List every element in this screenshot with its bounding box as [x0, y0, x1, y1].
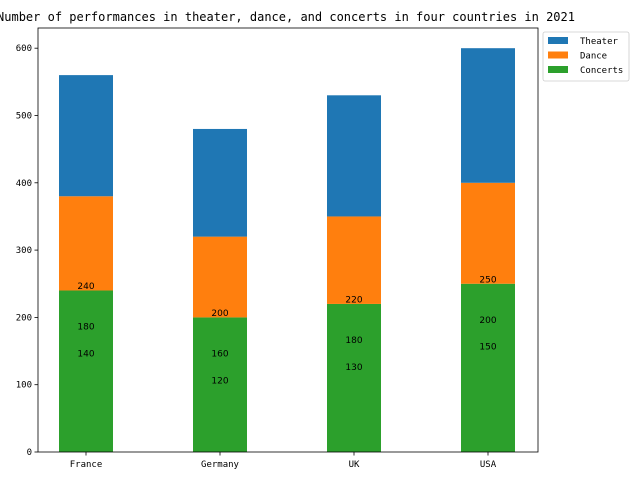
bar-concerts-uk	[327, 303, 381, 452]
bar-label-usa-2: 150	[479, 343, 496, 353]
bar-label-france-0: 240	[77, 282, 94, 292]
bar-label-uk-0: 220	[345, 296, 362, 306]
bar-labels-group: 240 180 140 200 160 120 220 180 130 250 200 150	[77, 275, 496, 386]
bar-concerts-france	[59, 290, 113, 452]
y-axis: 0 100 200 300 400 500 600	[16, 44, 38, 458]
bar-label-uk-1: 180	[345, 336, 362, 346]
y-tick-label: 500	[16, 111, 32, 121]
bar-label-germany-2: 120	[211, 376, 228, 386]
y-tick-label: 200	[16, 313, 32, 323]
bar-label-usa-1: 200	[479, 316, 496, 326]
legend-label-theater: Theater	[580, 37, 619, 47]
bar-label-germany-1: 160	[211, 349, 228, 359]
legend-label-dance: Dance	[580, 52, 607, 62]
x-tick-label: Germany	[201, 460, 240, 470]
legend-label-concerts: Concerts	[580, 66, 623, 76]
legend: Theater Dance Concerts	[542, 31, 630, 82]
bar-dance-uk	[327, 216, 381, 304]
bar-theater-uk	[327, 95, 381, 217]
bar-theater-usa	[461, 48, 515, 183]
bar-label-france-2: 140	[77, 349, 94, 359]
y-tick-label: 600	[16, 44, 32, 54]
bar-label-uk-2: 130	[345, 363, 362, 373]
bars-group	[59, 48, 515, 452]
x-axis: France Germany UK USA	[70, 452, 497, 470]
bar-label-germany-0: 200	[211, 309, 228, 319]
legend-swatch-concerts	[548, 66, 568, 73]
bar-dance-germany	[193, 236, 247, 318]
legend-swatch-theater	[548, 37, 568, 44]
plot-frame	[37, 27, 539, 453]
x-tick-label: France	[70, 460, 103, 470]
legend-swatch-dance	[548, 51, 568, 59]
bar-label-france-1: 180	[77, 323, 94, 333]
bar-dance-usa	[461, 182, 515, 284]
x-tick-label: USA	[480, 460, 497, 470]
y-tick-label: 0	[27, 448, 32, 458]
y-tick-label: 300	[16, 246, 32, 256]
x-tick-label: UK	[349, 460, 360, 470]
bar-theater-germany	[193, 128, 247, 237]
bar-dance-france	[59, 196, 113, 291]
y-tick-label: 100	[16, 381, 32, 391]
bar-theater-france	[59, 75, 113, 197]
bar-label-usa-0: 250	[479, 275, 496, 285]
bar-concerts-usa	[461, 283, 515, 452]
y-tick-label: 400	[16, 179, 32, 189]
bar-concerts-germany	[193, 317, 247, 452]
chart-title: Number of performances in theater, dance…	[0, 10, 575, 24]
